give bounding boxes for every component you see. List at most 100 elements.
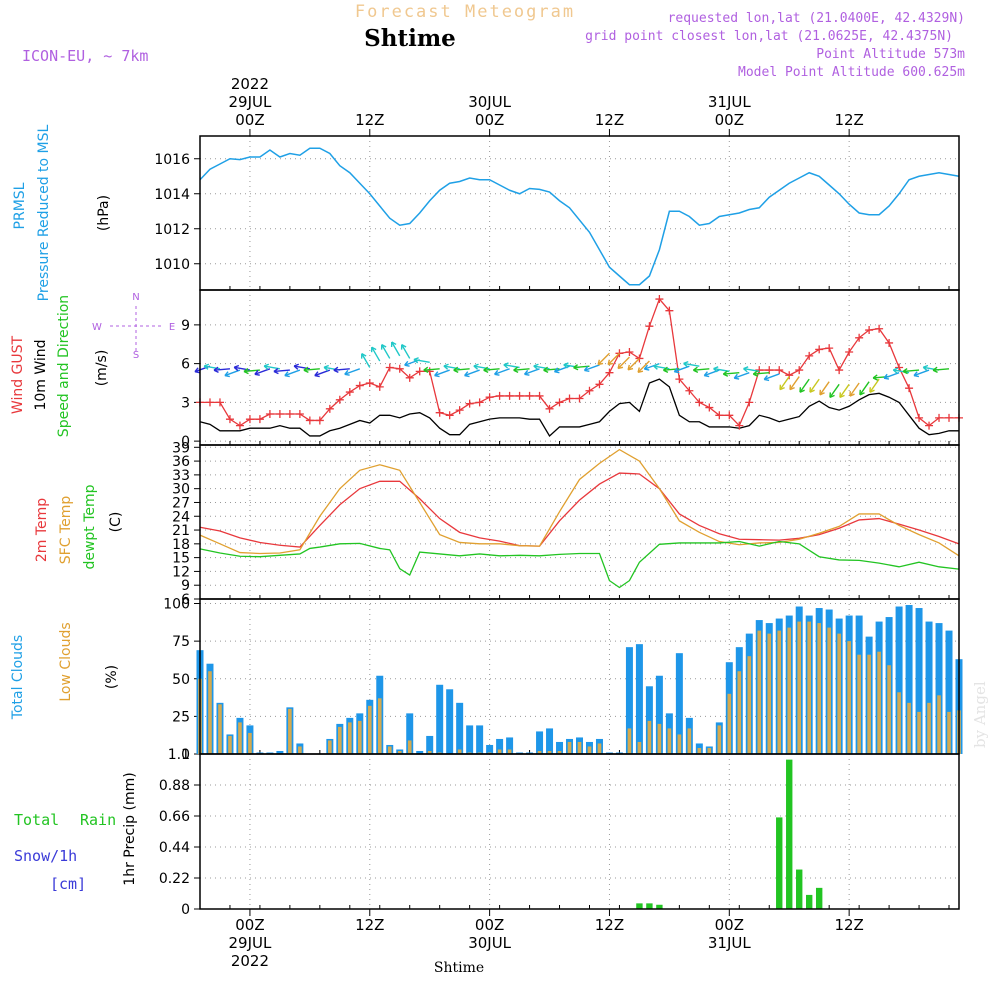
y-tick-label: 12 [172,564,190,580]
wind-arrow-head [303,366,309,374]
wind-arrow-head [849,391,855,397]
wind-gust-marker [745,398,754,407]
wind-arrow [683,362,700,367]
wind-arrow [839,383,850,398]
total-clouds-bar [426,735,434,754]
y-tick-label: 25 [172,709,190,725]
wind-arrow-head [573,364,579,371]
y-tick-label: 21 [172,523,190,539]
precip-bar [815,887,823,909]
wind-arrow-head [637,367,644,374]
wind-arrow [423,368,440,371]
precip-unit: 1hr Precip (mm) [122,772,138,885]
wind-gust-marker [755,366,764,375]
wind-arrow-head [434,371,440,378]
wind-arrow-head [883,373,890,380]
wind-arrow [799,378,810,393]
wind-gust-marker [205,398,214,407]
wind-arrow-head [752,370,759,377]
low-clouds-bar [707,747,712,754]
wind-gust-marker [285,410,294,418]
y-tick-label: 1.1 [168,747,190,763]
y-tick-label: 6 [181,357,190,373]
time-label-top: 00Z [715,111,744,129]
wind-arrow-head [344,369,350,376]
wind-gust-marker [355,381,364,390]
wind-arrow-head [673,367,680,374]
wind-arrow [903,369,920,373]
wind-arrow-head [902,367,908,375]
low-clouds-bar [727,693,732,754]
low-clouds-bar [597,743,602,754]
wind-arrow-head [494,369,500,376]
low-clouds-bar [657,723,662,754]
wind-gust-marker [235,421,244,430]
wind-arrow [637,360,650,373]
total-clouds-bar [416,750,424,754]
wind-arrow [763,373,780,381]
wind-arrow [371,346,381,362]
wind-gust-marker [735,421,744,430]
wind-arrow-head [284,371,290,378]
time-label-bottom: 12Z [355,916,384,934]
wind-arrow [413,358,430,364]
total-clouds-bar [276,750,284,754]
dewpoint-label: dewpt Temp [82,484,98,569]
wind-arrow-head [483,366,489,374]
low-clouds-bar [857,654,861,754]
wind-gust-marker [815,345,824,354]
total-clouds-bar [536,731,544,754]
wind-arrow-head [763,375,770,382]
low-clouds-bar [238,722,242,754]
low-clouds-bar [547,750,552,754]
wind-gust-marker [655,295,664,304]
total-clouds-bar [466,725,474,754]
low-clouds-bar [208,671,212,754]
low-clouds-bar [777,630,782,754]
low-clouds-bar [937,695,941,754]
temp-unit: (C) [108,512,124,533]
time-label-top: 29JUL [229,93,272,111]
low-clouds-bar [537,750,542,754]
low-clouds-bar [218,704,222,754]
wind-arrow-head [819,389,825,396]
wind-gust-marker [275,410,284,418]
wind-arrow-head [643,364,650,371]
low-clouds-bar [397,750,402,754]
wind-gust-marker [725,411,734,420]
y-tick-label: 0 [181,434,190,450]
temp-2m-label: 2m Temp [34,498,50,562]
wind-arrow-head [194,367,200,374]
wind-arrow-head [533,363,539,370]
low-clouds-bar [737,671,742,754]
total-clouds-bar [935,623,943,754]
time-label-top: 2022 [231,75,269,93]
requested-location: requested lon,lat (21.0400E, 42.4329N) [668,11,965,26]
wind-gust-marker [635,354,644,363]
wind-arrow [273,369,290,373]
low-clouds-bar [947,711,951,754]
wind-arrow-head [203,363,210,370]
low-clouds-bar [298,746,302,754]
chart-title: Shtime [364,25,456,52]
precip-bar [806,894,813,909]
total-clouds-bar [556,741,564,754]
wind-arrow-head [360,353,367,359]
y-tick-label: 9 [181,578,190,594]
precip-bar [656,904,663,909]
low-clouds-bar [687,728,692,754]
precip-total-label: Total [14,811,59,829]
wind-arrow-head [663,366,669,374]
y-tick-label: 0.44 [159,840,190,856]
wind-gust-marker [385,363,394,372]
total-clouds-bar [266,752,274,754]
y-tick-label: 9 [181,318,190,334]
wind-arrow-head [799,387,805,393]
low-clouds-bar [338,726,342,754]
wind-gust-marker [465,399,474,408]
wind-gust-marker [675,375,684,384]
pressure-unit: (hPa) [96,195,112,231]
wind-gust-marker [315,416,324,425]
compass-west: W [92,322,102,333]
precip-bar [776,817,783,909]
